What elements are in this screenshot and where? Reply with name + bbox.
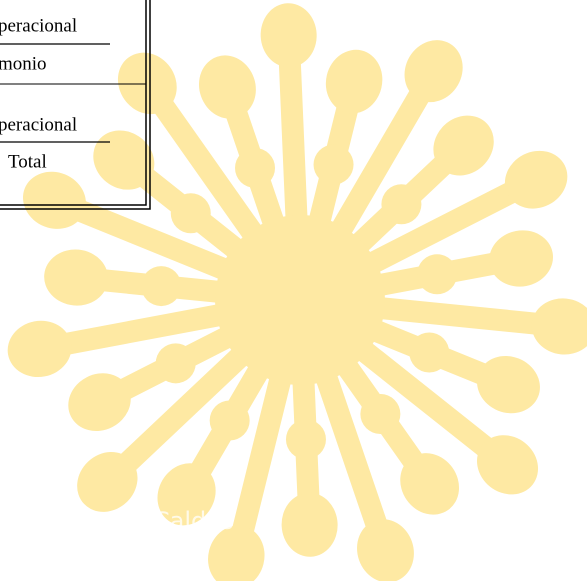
sunburst-part <box>314 145 354 185</box>
sunburst-part <box>235 148 275 188</box>
denominator: monio <box>0 53 47 74</box>
numerator: peracional <box>0 15 77 36</box>
denominator: Total <box>8 151 47 172</box>
numerator: peracional <box>0 114 77 135</box>
sunburst-part <box>191 48 265 127</box>
sunburst-part <box>14 162 94 238</box>
page: es Caldas peracional monio peracional To… <box>0 0 587 581</box>
sunburst-part <box>41 246 110 308</box>
sunburst-part <box>417 254 457 294</box>
sunburst-part <box>349 512 423 581</box>
sunburst-part <box>3 315 76 382</box>
document: es Caldas peracional monio peracional To… <box>0 0 587 581</box>
watermark-text: es Caldas <box>118 507 233 535</box>
sunburst-part <box>280 492 339 558</box>
sunburst-part <box>319 44 389 120</box>
decoration <box>3 2 587 581</box>
sunburst-part <box>360 394 400 434</box>
sunburst-part <box>58 363 140 442</box>
sunburst-part <box>210 400 250 440</box>
sunburst-part <box>495 140 577 219</box>
sunburst-part <box>468 347 548 423</box>
sunburst-part <box>409 332 449 372</box>
sunburst-part <box>156 343 196 383</box>
sunburst-part <box>215 215 385 385</box>
sunburst-part <box>529 295 587 357</box>
sunburst-part <box>485 225 558 292</box>
sunburst-part <box>286 419 326 459</box>
sunburst-part <box>141 266 181 306</box>
sunburst-part <box>381 184 421 224</box>
sunburst-part <box>171 193 211 233</box>
sunburst-part <box>259 2 318 68</box>
